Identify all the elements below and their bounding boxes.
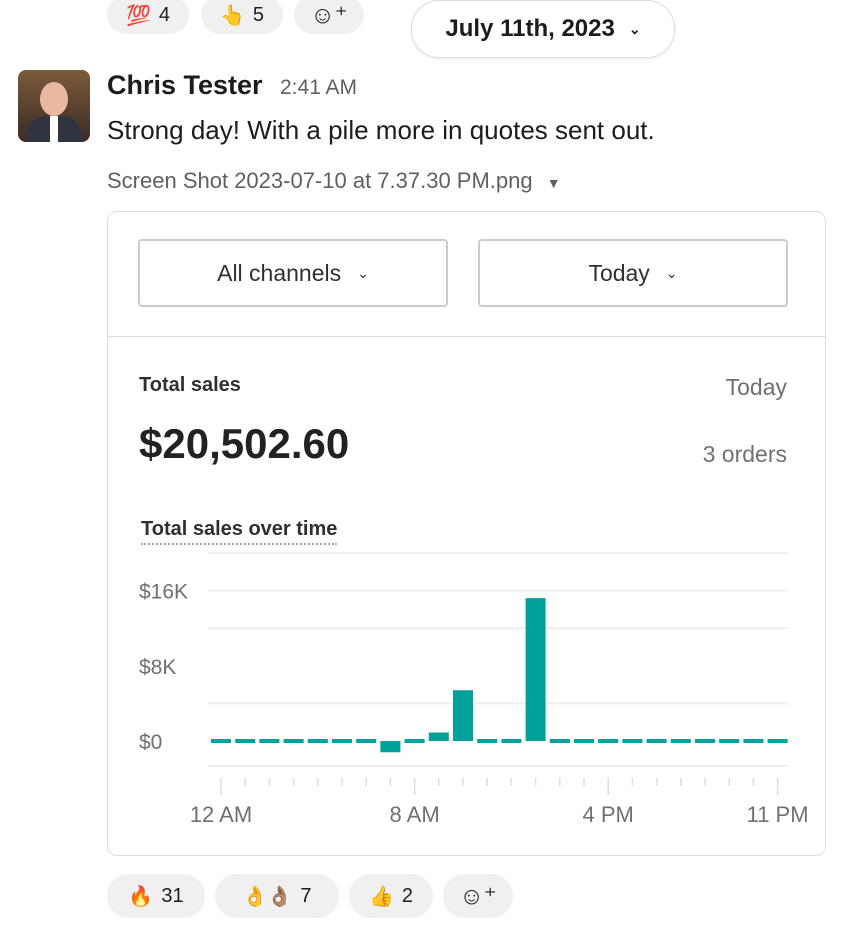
chevron-down-icon: ⌄ [357,264,369,281]
hundred-points-icon: 💯 [125,4,151,27]
date-label: July 11th, 2023 [445,15,615,42]
period-select: Today ⌄ [478,239,788,307]
bar [743,739,764,743]
bar [380,741,401,753]
sales-chart: $0 $8K $16K 12 AM 8 AM 4 PM 11 PM [139,552,809,827]
add-reaction-icon: ☺⁺ [459,882,497,910]
bar [695,739,715,743]
bar [404,739,425,743]
bar [670,739,691,743]
attachment-filename: Screen Shot 2023-07-10 at 7.37.30 PM.png [107,168,533,193]
pointing-up-icon: 👆 [219,4,245,27]
x-tick-label: 11 PM [747,802,809,827]
period-select-label: Today [588,259,650,286]
reaction-thumbs-up[interactable]: 👍 2 [349,874,433,918]
bar [356,739,377,743]
add-reaction-icon: ☺⁺ [310,1,348,29]
x-tick-label: 4 PM [583,802,634,827]
fire-icon: 🔥 [128,885,154,908]
y-tick-label: $8K [139,656,176,679]
reaction-count: 5 [252,3,265,26]
reaction-pointing-up[interactable]: 👆 5 [201,0,283,34]
chart-title: Total sales over time [141,518,338,545]
message-text: Strong day! With a pile more in quotes s… [107,115,655,145]
bar [719,739,740,743]
reaction-hundred[interactable]: 💯 4 [107,0,189,34]
avatar[interactable] [18,70,90,142]
attached-image[interactable]: All channels ⌄ Today ⌄ Total sales Today $… [107,211,826,856]
bar [598,739,619,743]
total-sales-value: $20,502.60 [139,420,350,467]
reaction-count: 4 [158,3,171,26]
x-tick-label: 8 AM [390,802,440,827]
add-reaction-button[interactable]: ☺⁺ [294,0,364,34]
chevron-down-icon: ⌄ [665,264,678,281]
channel-select: All channels ⌄ [138,239,448,307]
bar [259,739,280,743]
message-timestamp[interactable]: 2:41 AM [280,76,358,99]
channel-select-label: All channels [217,259,342,286]
bar [283,739,304,743]
bar [574,739,594,743]
author-name[interactable]: Chris Tester [107,70,263,100]
bar [549,739,570,743]
reaction-count: 7 [300,884,312,907]
divider [108,336,825,337]
bar [525,598,546,741]
y-tick-label: $16K [139,581,188,604]
bar [211,739,231,743]
attachment-name[interactable]: Screen Shot 2023-07-10 at 7.37.30 PM.png… [107,168,561,194]
bar [453,690,473,741]
bar [646,739,667,743]
bar [622,739,643,743]
reaction-count: 31 [161,884,184,907]
reaction-ok-hand[interactable]: 👌👌🏽 7 [215,874,339,918]
period-label: Today [725,374,787,400]
y-tick-label: $0 [139,731,162,754]
bar [428,732,449,741]
bar [477,739,498,743]
date-divider-button[interactable]: July 11th, 2023 ⌄ [411,0,675,58]
add-reaction-button[interactable]: ☺⁺ [443,874,513,918]
bar [307,739,328,743]
caret-down-icon[interactable]: ▼ [546,175,561,191]
bar [767,739,788,743]
thumbs-up-icon: 👍 [368,885,394,908]
orders-count: 3 orders [702,441,787,467]
bar [235,739,256,743]
ok-hand-icon: 👌👌🏽 [242,885,293,908]
bar [501,739,522,743]
reaction-fire[interactable]: 🔥 31 [107,874,205,918]
bar [332,739,352,743]
total-sales-label: Total sales [139,374,241,396]
reaction-count: 2 [401,884,414,907]
x-tick-label: 12 AM [190,802,252,827]
chevron-down-icon: ⌄ [628,20,641,37]
